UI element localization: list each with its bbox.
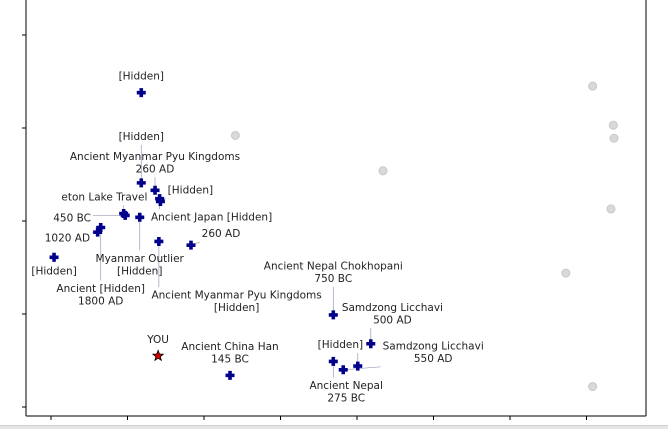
- site-point: [338, 365, 348, 375]
- site-point: [136, 88, 146, 98]
- site-label: [Hidden]: [119, 71, 164, 83]
- site-label: Ancient [Hidden]: [56, 283, 145, 295]
- you-star-icon: [151, 349, 165, 362]
- site-label: 1020 AD: [45, 233, 90, 245]
- site-points: [49, 88, 376, 380]
- site-label: [Hidden]: [31, 265, 76, 277]
- site-label: 260 AD: [202, 228, 241, 240]
- label-leader-line: [343, 366, 381, 371]
- faded-point: [606, 204, 616, 214]
- site-label: Samdzong Licchavi: [383, 340, 484, 352]
- site-point: [328, 310, 338, 320]
- site-label: 260 AD: [136, 163, 175, 175]
- site-label: [Hidden]: [168, 185, 213, 197]
- site-label: 450 BC: [53, 213, 91, 225]
- site-label: Ancient China Han: [181, 341, 278, 353]
- axes-frame: [22, 0, 647, 420]
- site-label: Ancient Myanmar Pyu Kingdoms: [70, 151, 240, 163]
- site-point: [225, 370, 235, 380]
- site-label: 500 AD: [373, 314, 412, 326]
- site-label: eton Lake Travel: [61, 191, 147, 203]
- site-label: Ancient Myanmar Pyu Kingdoms: [151, 290, 321, 302]
- site-label: Myanmar Outlier: [96, 253, 185, 265]
- faded-point: [561, 268, 571, 278]
- faded-point: [608, 120, 618, 130]
- faded-point: [230, 130, 240, 140]
- site-label: 750 BC: [314, 273, 352, 285]
- site-label: [Hidden]: [117, 265, 162, 277]
- site-point: [366, 339, 376, 349]
- site-point: [93, 227, 103, 237]
- site-point: [155, 196, 165, 206]
- window-bottom-edge: [0, 425, 668, 429]
- faded-point: [378, 166, 388, 176]
- site-point: [353, 361, 363, 371]
- site-point: [135, 212, 145, 222]
- site-label: [Hidden]: [119, 131, 164, 143]
- site-labels: [Hidden]Ancient Myanmar Pyu Kingdoms260 …: [31, 71, 483, 405]
- site-point: [136, 178, 146, 188]
- site-point: [96, 223, 106, 233]
- site-label: 550 AD: [414, 353, 453, 365]
- faded-points: [230, 81, 619, 392]
- site-label: 1800 AD: [78, 296, 123, 308]
- site-label: [Hidden]: [214, 302, 259, 314]
- site-point: [120, 210, 130, 220]
- site-point: [49, 252, 59, 262]
- site-label: Ancient Japan [Hidden]: [151, 212, 272, 224]
- site-label: Samdzong Licchavi: [342, 302, 443, 314]
- site-point: [328, 356, 338, 366]
- you-label: YOU: [146, 334, 169, 346]
- site-label: 275 BC: [327, 393, 365, 405]
- site-label: 145 BC: [211, 353, 249, 365]
- site-label: Ancient Nepal Chokhopani: [264, 260, 403, 272]
- site-point: [150, 185, 160, 195]
- faded-point: [588, 81, 598, 91]
- site-point: [186, 240, 196, 250]
- site-label: Ancient Nepal: [309, 380, 382, 392]
- site-point: [154, 236, 164, 246]
- you-marker: YOU: [146, 334, 169, 362]
- faded-point: [588, 382, 598, 392]
- faded-point: [609, 133, 619, 143]
- site-label: [Hidden]: [318, 339, 363, 351]
